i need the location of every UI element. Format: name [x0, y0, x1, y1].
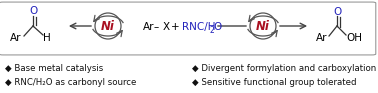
Text: Ni: Ni [256, 20, 270, 32]
Text: X: X [163, 22, 170, 32]
Text: Ar: Ar [316, 33, 327, 43]
Text: Ni: Ni [101, 20, 115, 32]
Text: H: H [43, 33, 51, 43]
Text: Ar: Ar [10, 33, 22, 43]
Text: 2: 2 [209, 27, 214, 36]
Text: RNC/H: RNC/H [182, 22, 215, 32]
Text: ◆ Base metal catalysis: ◆ Base metal catalysis [5, 64, 103, 73]
Text: ◆ RNC/H₂O as carbonyl source: ◆ RNC/H₂O as carbonyl source [5, 78, 136, 87]
Text: O: O [334, 7, 342, 17]
FancyBboxPatch shape [0, 2, 376, 55]
Text: ◆ Divergent formylation and carboxylation: ◆ Divergent formylation and carboxylatio… [192, 64, 376, 73]
Text: O: O [30, 6, 38, 16]
Text: OH: OH [346, 33, 362, 43]
Text: +: + [171, 22, 180, 32]
Text: ◆ Sensitive functional group tolerated: ◆ Sensitive functional group tolerated [192, 78, 356, 87]
Text: –: – [153, 22, 159, 32]
Text: O: O [213, 22, 221, 32]
Text: Ar: Ar [143, 22, 155, 32]
